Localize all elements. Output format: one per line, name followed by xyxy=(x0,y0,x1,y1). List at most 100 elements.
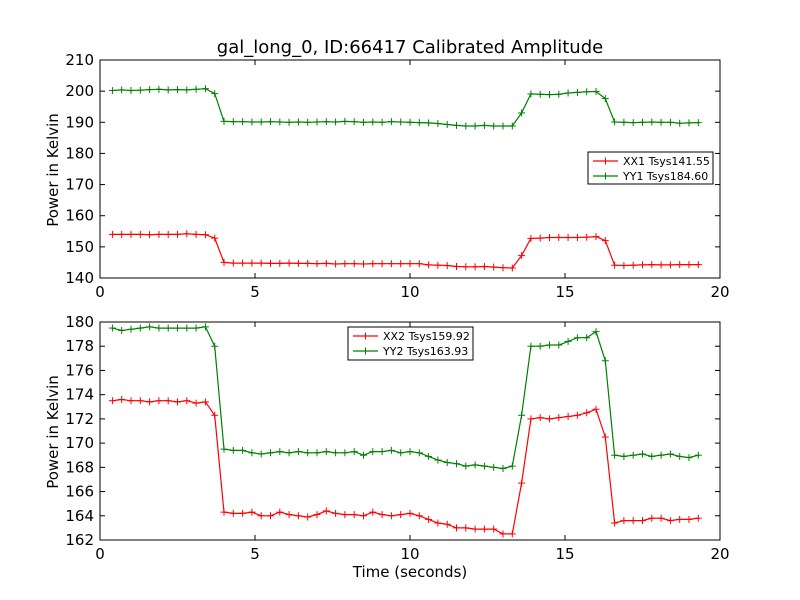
data-point xyxy=(229,446,237,454)
data-point xyxy=(453,524,460,532)
data-point xyxy=(378,260,386,268)
data-point xyxy=(685,119,693,127)
data-point xyxy=(527,415,535,423)
data-point xyxy=(397,511,405,519)
x-tick-label: 20 xyxy=(710,283,729,301)
data-point xyxy=(155,324,163,332)
data-point xyxy=(294,118,302,126)
data-point xyxy=(304,259,312,267)
data-point xyxy=(564,412,572,420)
data-point xyxy=(183,324,191,332)
data-point xyxy=(601,357,609,365)
x-tick-label: 10 xyxy=(400,545,419,563)
data-point xyxy=(620,262,628,270)
series-line-2 xyxy=(112,326,699,470)
data-point xyxy=(118,230,126,238)
data-point xyxy=(155,230,163,238)
data-point xyxy=(425,119,433,127)
data-point xyxy=(490,525,498,533)
data-point xyxy=(220,117,228,125)
data-point xyxy=(276,118,284,126)
data-point xyxy=(601,237,609,245)
data-point xyxy=(192,230,200,238)
data-point xyxy=(136,230,144,238)
data-point xyxy=(360,118,367,126)
data-point xyxy=(267,118,274,126)
y-tick-label: 174 xyxy=(65,386,94,404)
data-point xyxy=(508,264,516,272)
data-point xyxy=(648,514,656,522)
data-point xyxy=(518,252,526,260)
x-tick-label: 15 xyxy=(555,545,574,563)
data-point xyxy=(332,509,340,517)
data-point xyxy=(118,86,126,94)
legend-box xyxy=(347,326,474,361)
series-line-1 xyxy=(112,233,699,269)
data-point xyxy=(276,259,284,267)
data-point xyxy=(304,513,312,521)
data-point xyxy=(136,86,144,94)
legend-label: XX1 Tsys141.55 xyxy=(623,155,710,168)
data-point xyxy=(536,414,544,422)
data-point xyxy=(629,451,637,459)
data-point xyxy=(639,450,646,458)
data-point xyxy=(471,263,479,271)
data-point xyxy=(369,508,377,516)
data-point xyxy=(239,446,247,454)
data-point xyxy=(136,324,144,332)
data-point xyxy=(592,405,600,413)
legend-label: YY1 Tsys184.60 xyxy=(622,170,708,183)
data-point xyxy=(518,109,526,117)
data-point xyxy=(499,465,507,473)
x-tick-label: 20 xyxy=(710,545,729,563)
data-point xyxy=(564,234,572,242)
y-tick-label: 180 xyxy=(65,313,94,331)
data-point xyxy=(164,397,172,405)
data-point xyxy=(285,259,293,267)
data-point xyxy=(415,512,423,520)
y-tick-label: 178 xyxy=(65,337,94,355)
data-point xyxy=(462,263,470,271)
data-point xyxy=(499,530,507,538)
y-tick-label: 210 xyxy=(65,51,94,69)
data-point xyxy=(546,234,553,242)
data-point xyxy=(332,449,340,457)
data-point xyxy=(285,449,293,457)
data-point xyxy=(248,508,256,516)
data-point xyxy=(583,409,591,417)
data-point xyxy=(350,511,358,519)
data-point xyxy=(425,452,433,460)
data-point xyxy=(508,530,516,538)
data-point xyxy=(508,462,516,470)
data-point xyxy=(174,230,181,238)
data-point xyxy=(601,433,609,441)
data-point xyxy=(555,414,563,422)
data-point xyxy=(229,118,237,126)
data-point xyxy=(183,397,191,405)
data-point xyxy=(415,449,423,457)
data-point xyxy=(397,260,405,268)
data-point xyxy=(360,512,367,520)
data-point xyxy=(313,449,321,457)
data-point xyxy=(694,451,702,459)
bottom-ylabel: Power in Kelvin xyxy=(44,375,62,489)
data-point xyxy=(583,88,591,96)
data-point xyxy=(434,456,442,464)
data-point xyxy=(694,119,702,127)
data-point xyxy=(573,234,581,242)
x-tick-label: 15 xyxy=(555,283,574,301)
y-tick-label: 200 xyxy=(65,82,94,100)
data-point xyxy=(620,452,628,460)
data-point xyxy=(471,122,479,130)
data-point xyxy=(378,511,386,519)
data-point xyxy=(685,515,693,523)
data-point xyxy=(629,119,637,127)
data-point xyxy=(369,118,377,126)
data-point xyxy=(313,118,321,126)
data-point xyxy=(350,118,358,126)
data-point xyxy=(462,462,470,470)
data-point xyxy=(201,85,209,93)
data-point xyxy=(201,231,209,239)
data-point xyxy=(285,511,293,519)
